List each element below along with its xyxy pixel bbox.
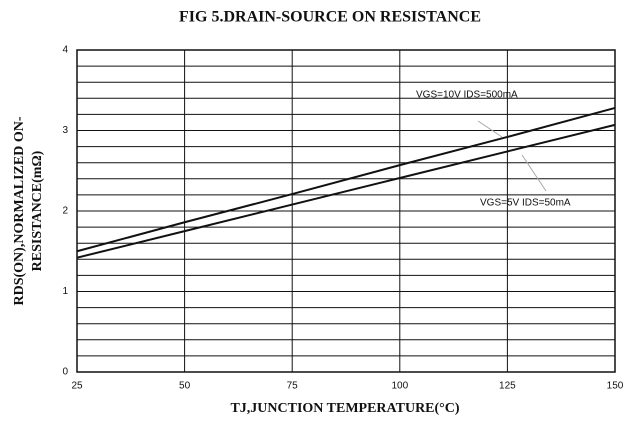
chart-title: FIG 5.DRAIN-SOURCE ON RESISTANCE bbox=[179, 9, 481, 26]
x-tick-label: 100 bbox=[391, 381, 408, 392]
legend-label: VGS=5V IDS=50mA bbox=[480, 198, 571, 209]
y-tick-label: 0 bbox=[62, 367, 68, 378]
pointer-line bbox=[521, 154, 547, 192]
x-tick-label: 50 bbox=[179, 381, 191, 392]
legend-label: VGS=10V IDS=500mA bbox=[416, 90, 518, 101]
x-tick-label: 150 bbox=[607, 381, 624, 392]
y-tick-label: 3 bbox=[62, 125, 68, 136]
y-axis-label: RDS(ON),NORMALIZED ON- bbox=[12, 116, 27, 305]
x-axis-label: TJ,JUNCTION TEMPERATURE(°C) bbox=[230, 401, 459, 416]
pointer-line bbox=[477, 120, 503, 138]
x-tick-label: 125 bbox=[499, 381, 516, 392]
y-tick-label: 1 bbox=[62, 286, 68, 297]
y-tick-label: 2 bbox=[62, 206, 68, 217]
x-tick-label: 75 bbox=[287, 381, 299, 392]
data-line bbox=[76, 123, 616, 259]
y-axis-label: RESISTANCE(mΩ) bbox=[30, 150, 45, 271]
x-tick-label: 25 bbox=[71, 381, 83, 392]
data-line bbox=[76, 106, 616, 253]
y-tick-label: 4 bbox=[62, 45, 68, 56]
